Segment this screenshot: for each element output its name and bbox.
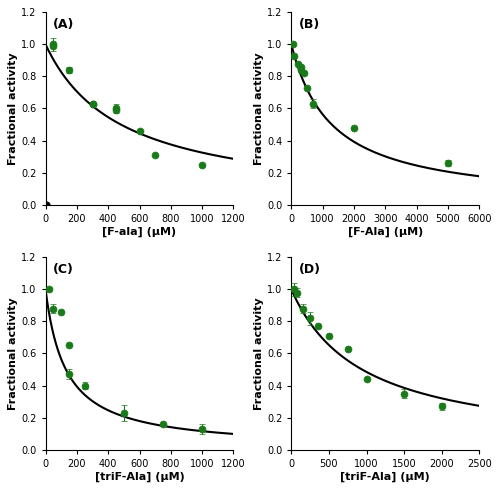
X-axis label: [triF-Ala] (μM): [triF-Ala] (μM) — [340, 471, 430, 482]
X-axis label: [F-ala] (μM): [F-ala] (μM) — [102, 226, 176, 237]
Text: (A): (A) — [53, 18, 74, 31]
Y-axis label: Fractional activity: Fractional activity — [254, 297, 264, 410]
Y-axis label: Fractional activity: Fractional activity — [254, 52, 264, 165]
Y-axis label: Fractional activity: Fractional activity — [8, 52, 18, 165]
X-axis label: [F-Ala] (μM): [F-Ala] (μM) — [348, 226, 423, 237]
Text: (B): (B) — [299, 18, 320, 31]
Text: (D): (D) — [299, 263, 321, 276]
X-axis label: [triF-Ala] (μM): [triF-Ala] (μM) — [94, 471, 184, 482]
Y-axis label: Fractional activity: Fractional activity — [8, 297, 18, 410]
Text: (C): (C) — [53, 263, 74, 276]
